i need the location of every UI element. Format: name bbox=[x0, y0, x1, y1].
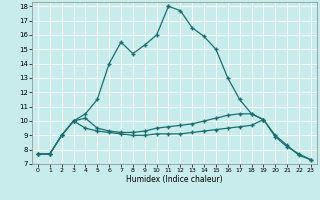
X-axis label: Humidex (Indice chaleur): Humidex (Indice chaleur) bbox=[126, 175, 223, 184]
